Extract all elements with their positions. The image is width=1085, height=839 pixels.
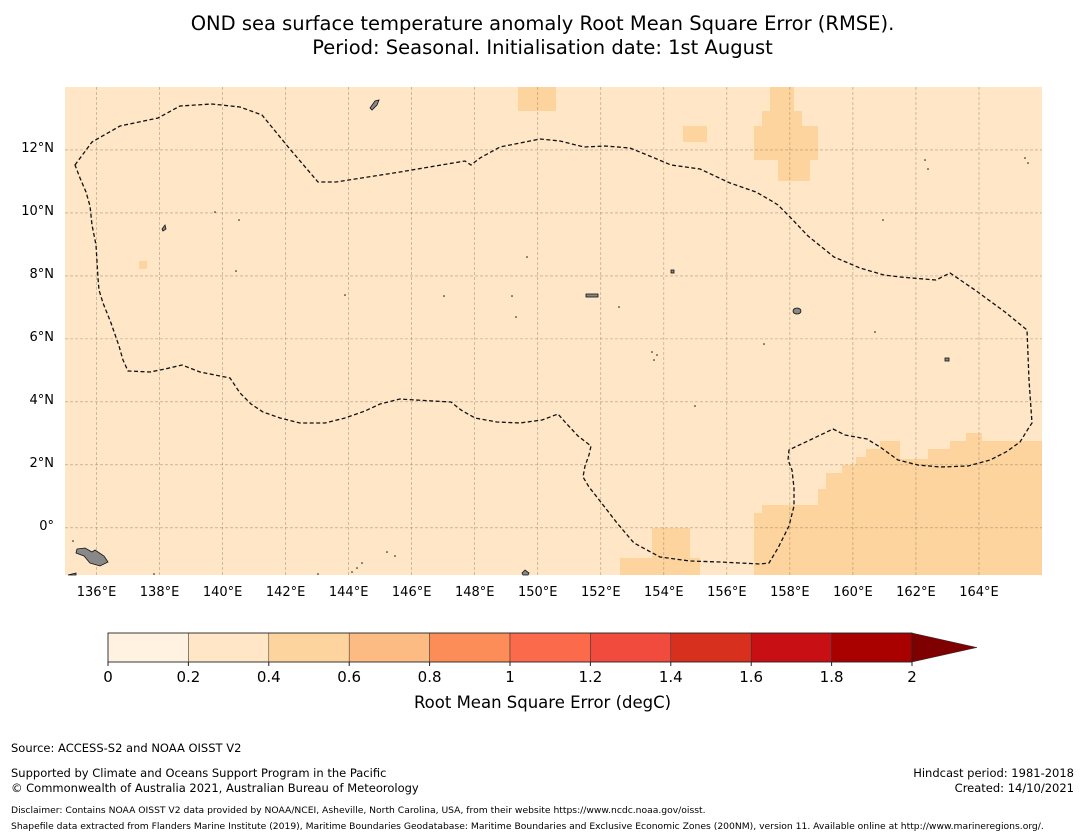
x-tick-label: 154°E [644,585,684,600]
colorbar-tick-label: 0.2 [176,668,201,686]
rmse-higher-patches [139,87,1042,575]
copyright-text: © Commonwealth of Australia 2021, Austra… [11,781,419,795]
island-papua [75,547,109,567]
colorbar-bin [750,632,832,663]
island-guam [369,99,380,111]
island-palau [161,224,167,232]
colorbar-bin [348,632,430,663]
source-text: Source: ACCESS-S2 and NOAA OISST V2 [11,741,242,755]
colorbar-tick-label: 1.6 [739,668,764,686]
colorbar-tick-label: 1.4 [658,668,683,686]
created-text: Created: 14/10/2021 [954,781,1074,795]
colorbar-tick-label: 1 [505,668,515,686]
x-tick-label: 144°E [328,585,369,600]
colorbar-bin [831,632,913,663]
rmse-patch [770,87,794,111]
colorbar-tick-label: 1.8 [819,668,844,686]
colorbar-tick-label: 0.8 [417,668,442,686]
x-tick-label: 164°E [959,585,999,600]
shapefile-text: Shapefile data extracted from Flanders M… [11,821,1044,832]
islets [72,157,1029,575]
island-chuuk [585,293,599,298]
x-tick-label: 158°E [770,585,810,600]
x-tick-label: 142°E [265,585,306,600]
island-bottom [521,569,530,576]
islands [67,99,950,576]
x-tick-label: 152°E [581,585,621,600]
chart-title: OND sea surface temperature anomaly Root… [190,12,895,35]
x-tick-label: 136°E [76,585,117,600]
colorbar-label: Root Mean Square Error (degC) [413,693,672,712]
rmse-patch [620,558,700,575]
x-tick-label: 150°E [517,585,558,600]
colorbar-tick-label: 0 [103,668,113,686]
y-tick-label: 2°N [29,455,55,471]
disclaimer-text: Disclaimer: Contains NOAA OISST V2 data … [11,805,706,816]
colorbar-bin [509,632,591,663]
eez-boundary [74,103,1033,565]
y-tick-label: 12°N [21,140,54,156]
island-kosrae-region [944,357,950,362]
rmse-patch [778,150,810,181]
x-tick-label: 156°E [707,585,747,600]
island-pohnpei [792,307,802,315]
colorbar-frame [107,632,913,663]
colorbar-extend-arrow [911,632,978,663]
island-nw-corner [67,572,77,576]
rmse-patch [139,261,147,269]
y-tick-label: 0° [39,518,54,534]
y-tick-label: 6°N [29,329,55,345]
x-tick-label: 138°E [139,585,180,600]
colorbar-bin [188,632,270,663]
y-tick-label: 4°N [29,392,55,408]
x-tick-label: 160°E [833,585,873,600]
x-tick-label: 146°E [391,585,432,600]
rmse-patch [683,126,707,142]
x-tick-label: 140°E [202,585,243,600]
map-figure [65,87,1042,576]
colorbar-bin [107,632,189,663]
colorbar-bin [429,632,511,663]
hindcast-text: Hindcast period: 1981-2018 [913,766,1074,780]
colorbar-bin [670,632,752,663]
chart-subtitle: Period: Seasonal. Initialisation date: 1… [312,36,773,59]
colorbar-tick-label: 0.4 [256,668,281,686]
rmse-patch [518,87,556,111]
colorbar-bin [590,632,672,663]
y-tick-label: 8°N [29,266,55,282]
y-tick-label: 10°N [21,203,54,219]
map-gridlines [65,87,1042,575]
x-tick-label: 162°E [896,585,936,600]
x-tick-label: 148°E [454,585,495,600]
supported-text: Supported by Climate and Oceans Support … [11,766,387,780]
colorbar-bin [268,632,350,663]
colorbar-tick-label: 0.6 [337,668,362,686]
colorbar-tick-label: 1.2 [578,668,603,686]
island-small [670,269,675,274]
rmse-patch [754,433,1042,575]
colorbar-tick-label: 2 [907,668,917,686]
